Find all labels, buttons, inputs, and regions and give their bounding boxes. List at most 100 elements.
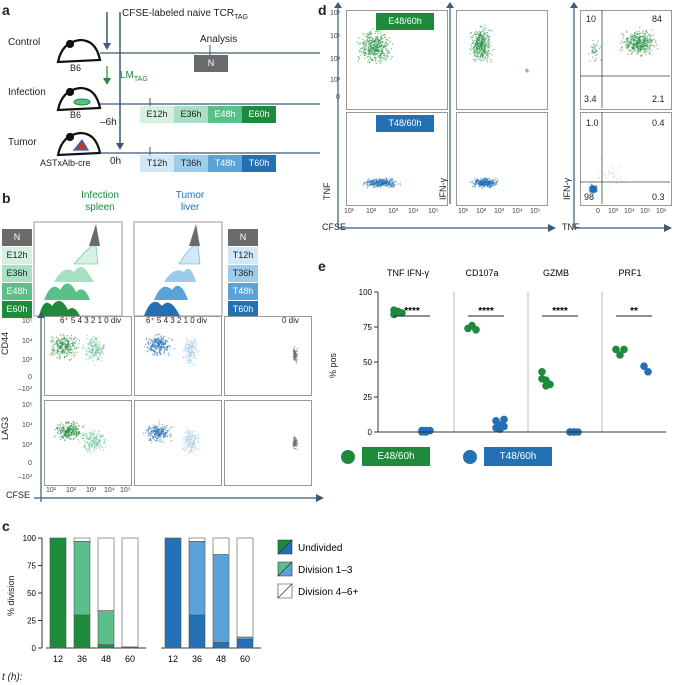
flow-event [189, 434, 192, 437]
scatter-d-t-ifng-dots [469, 177, 499, 189]
e-category-label: TNF IFN-γ [387, 268, 429, 278]
flow-event [371, 28, 374, 30]
c-bar-1 [188, 541, 206, 616]
flow-event [59, 357, 61, 359]
flow-event [194, 445, 196, 448]
flow-event [168, 337, 170, 340]
c-xtick-label: 48 [216, 654, 226, 664]
scatter-d-e-quad-dots [588, 26, 659, 62]
flow-event [160, 426, 162, 429]
scatter-d-e-ifng [456, 10, 548, 110]
flow-event [645, 47, 647, 49]
flow-event [166, 424, 168, 427]
flow-event [170, 434, 172, 436]
flow-event [597, 40, 599, 42]
time-minus-6h: –6h [100, 117, 117, 128]
c-legend-swatch [277, 583, 293, 599]
flow-event [99, 436, 101, 438]
flow-event [74, 346, 76, 348]
scatter-b-tum-lag3-dots [142, 421, 201, 456]
flow-event [163, 433, 166, 436]
flow-event [62, 348, 65, 350]
flow-event [192, 357, 195, 360]
flow-event [104, 446, 107, 448]
flow-event [166, 346, 168, 348]
flow-event [70, 334, 73, 337]
flow-event [163, 343, 166, 346]
flow-event [296, 358, 299, 361]
flow-event [72, 426, 74, 429]
flow-event [379, 32, 382, 34]
flow-event [96, 342, 98, 345]
flow-event [590, 45, 593, 48]
flow-event [83, 445, 85, 448]
flow-event [485, 177, 487, 179]
flow-event [188, 452, 191, 454]
flow-event [485, 184, 488, 186]
flow-event [487, 52, 489, 55]
flow-event [374, 185, 376, 187]
flow-event [184, 363, 186, 365]
flow-event [488, 186, 490, 188]
flow-event [78, 424, 80, 427]
flow-event [149, 342, 152, 344]
flow-event [480, 57, 482, 59]
flow-event [188, 345, 190, 347]
c-legend-swatch [277, 561, 293, 577]
flow-event [146, 346, 148, 348]
flow-event [361, 38, 364, 40]
flow-event [363, 43, 366, 45]
flow-event [376, 44, 379, 47]
flow-event [490, 50, 492, 52]
flow-event [192, 450, 194, 452]
flow-event [387, 55, 389, 57]
analysis-label: Analysis [200, 34, 238, 45]
flow-event [392, 182, 394, 184]
flow-event [621, 46, 623, 48]
flow-event [382, 58, 384, 61]
flow-event [95, 345, 97, 348]
flow-event [482, 30, 484, 32]
flow-event [366, 187, 368, 189]
flow-event [490, 60, 492, 63]
flow-event [293, 436, 295, 439]
flow-event [165, 426, 168, 428]
flow-event [166, 435, 168, 438]
flow-event [165, 432, 168, 434]
flow-event [189, 440, 191, 442]
flow-event [487, 43, 489, 45]
flow-event [51, 339, 54, 341]
flow-event [380, 38, 383, 40]
flow-event [196, 341, 198, 344]
flow-event [188, 358, 190, 360]
flow-event [58, 427, 60, 429]
flow-event [373, 180, 376, 182]
flow-event [186, 347, 189, 349]
flow-event [653, 38, 655, 41]
flow-event [187, 429, 190, 431]
flow-event [631, 44, 633, 46]
flow-event [88, 351, 91, 353]
flow-event [160, 434, 163, 436]
flow-event [58, 355, 61, 357]
flow-event [190, 360, 192, 362]
flow-event [294, 360, 297, 362]
flow-event [196, 448, 198, 451]
flow-event [78, 431, 81, 433]
flow-event [52, 340, 55, 342]
flow-event [195, 350, 198, 353]
flow-event [622, 33, 624, 35]
flow-event [648, 45, 651, 48]
flow-event [470, 46, 473, 48]
control-label: Control [8, 37, 41, 48]
flow-event [99, 449, 101, 451]
flow-event [370, 179, 373, 182]
scatter-b-inf-lag3-dots [53, 420, 108, 455]
label-t4860: T48/60h [376, 115, 434, 132]
flow-event [646, 45, 649, 47]
flow-event [160, 431, 162, 433]
flow-event [490, 184, 492, 187]
flow-event [365, 41, 368, 44]
flow-event [610, 173, 613, 175]
flow-event [640, 54, 643, 57]
